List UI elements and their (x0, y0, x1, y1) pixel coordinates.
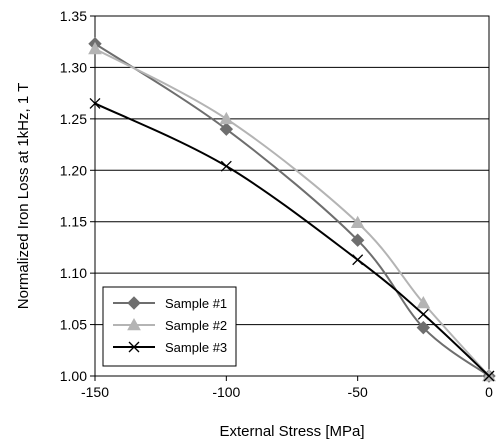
y-tick-label: 1.25 (60, 111, 87, 127)
x-marker-stroke (352, 254, 364, 266)
x-axis-ticks: -150 -100 -50 0 (81, 376, 493, 400)
data-point (88, 41, 102, 55)
legend: Sample #1 Sample #2 Sample #3 (102, 286, 237, 367)
x-tick-label: -150 (81, 384, 109, 400)
series-line (94, 48, 490, 377)
legend-box (102, 286, 237, 367)
x-marker-stroke (220, 160, 232, 172)
data-point (483, 370, 495, 382)
data-point (350, 233, 365, 247)
data-point (352, 254, 364, 266)
data-point (219, 122, 234, 136)
data-point (220, 160, 232, 172)
x-marker-stroke (128, 341, 140, 353)
legend-marker (127, 296, 141, 310)
x-tick-label: -50 (348, 384, 368, 400)
y-tick-label: 1.15 (60, 214, 87, 230)
x-marker-stroke (417, 308, 429, 320)
legend-marker (128, 341, 140, 353)
x-tick-label: -100 (212, 384, 240, 400)
legend-label: Sample #2 (165, 318, 227, 333)
x-axis-label: External Stress [MPa] (219, 423, 364, 440)
data-point (416, 320, 431, 335)
x-marker-stroke (89, 97, 101, 109)
x-marker-stroke (483, 370, 495, 382)
legend-label: Sample #1 (165, 296, 227, 311)
y-tick-label: 1.00 (60, 368, 87, 384)
legend-item-3: Sample #3 (113, 340, 227, 355)
y-tick-label: 1.35 (60, 8, 87, 24)
y-tick-label: 1.20 (60, 162, 87, 178)
series-line (94, 42, 490, 377)
y-tick-label: 1.05 (60, 317, 87, 333)
plot-area-frame (94, 15, 490, 377)
series-line (94, 102, 490, 377)
data-point (416, 295, 431, 309)
data-point (417, 308, 429, 320)
y-axis-label: Normalized Iron Loss at 1kHz, 1 T (15, 83, 32, 309)
data-point (350, 215, 365, 229)
y-tick-label: 1.30 (60, 59, 87, 75)
data-series (88, 37, 496, 383)
legend-item-1: Sample #1 (113, 296, 227, 311)
legend-marker (127, 317, 141, 331)
legend-label: Sample #3 (165, 340, 227, 355)
y-axis-ticks: 1.00 1.05 1.10 1.15 1.20 1.25 1.30 1.35 (60, 8, 95, 384)
x-tick-label: 0 (485, 384, 493, 400)
y-tick-label: 1.10 (60, 265, 87, 281)
data-point (89, 97, 101, 109)
legend-item-2: Sample #2 (113, 317, 227, 333)
series-3 (89, 97, 495, 382)
data-point (219, 111, 234, 125)
